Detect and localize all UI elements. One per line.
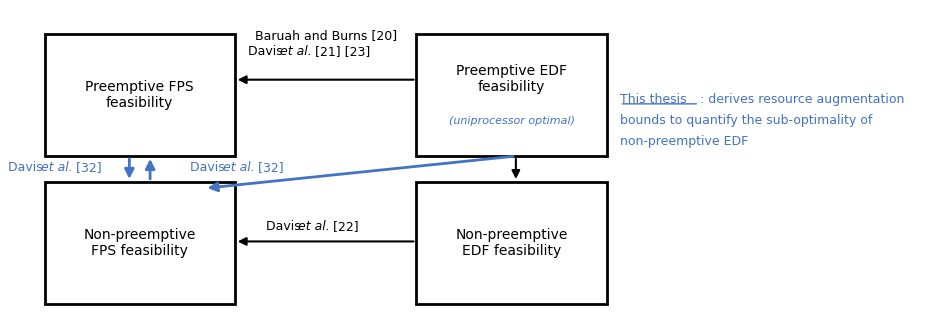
Text: [22]: [22]: [329, 220, 358, 233]
Text: et al.: et al.: [298, 220, 329, 233]
Text: (uniprocessor optimal): (uniprocessor optimal): [449, 116, 575, 125]
Text: Baruah and Burns [20]: Baruah and Burns [20]: [255, 29, 397, 42]
Text: et al.: et al.: [41, 162, 73, 175]
Text: : derives resource augmentation: : derives resource augmentation: [700, 93, 904, 106]
Text: Preemptive EDF
feasibility: Preemptive EDF feasibility: [456, 64, 567, 94]
FancyBboxPatch shape: [416, 182, 606, 304]
Text: Davis: Davis: [190, 162, 229, 175]
Text: [32]: [32]: [254, 162, 284, 175]
Text: bounds to quantify the sub-optimality of: bounds to quantify the sub-optimality of: [620, 114, 872, 127]
FancyBboxPatch shape: [45, 33, 235, 156]
Text: Davis: Davis: [248, 45, 286, 58]
Text: [32]: [32]: [72, 162, 102, 175]
Text: non-preemptive EDF: non-preemptive EDF: [620, 135, 748, 148]
Text: Preemptive FPS
feasibility: Preemptive FPS feasibility: [86, 80, 194, 110]
Text: Non-preemptive
EDF feasibility: Non-preemptive EDF feasibility: [455, 228, 568, 258]
Text: Davis: Davis: [8, 162, 47, 175]
Text: et al.: et al.: [223, 162, 255, 175]
FancyBboxPatch shape: [416, 33, 606, 156]
Text: et al.: et al.: [280, 45, 312, 58]
FancyBboxPatch shape: [45, 182, 235, 304]
Text: Non-preemptive
FPS feasibility: Non-preemptive FPS feasibility: [84, 228, 196, 258]
Text: This thesis: This thesis: [620, 93, 687, 106]
Text: [21] [23]: [21] [23]: [311, 45, 370, 58]
Text: Davis: Davis: [266, 220, 305, 233]
